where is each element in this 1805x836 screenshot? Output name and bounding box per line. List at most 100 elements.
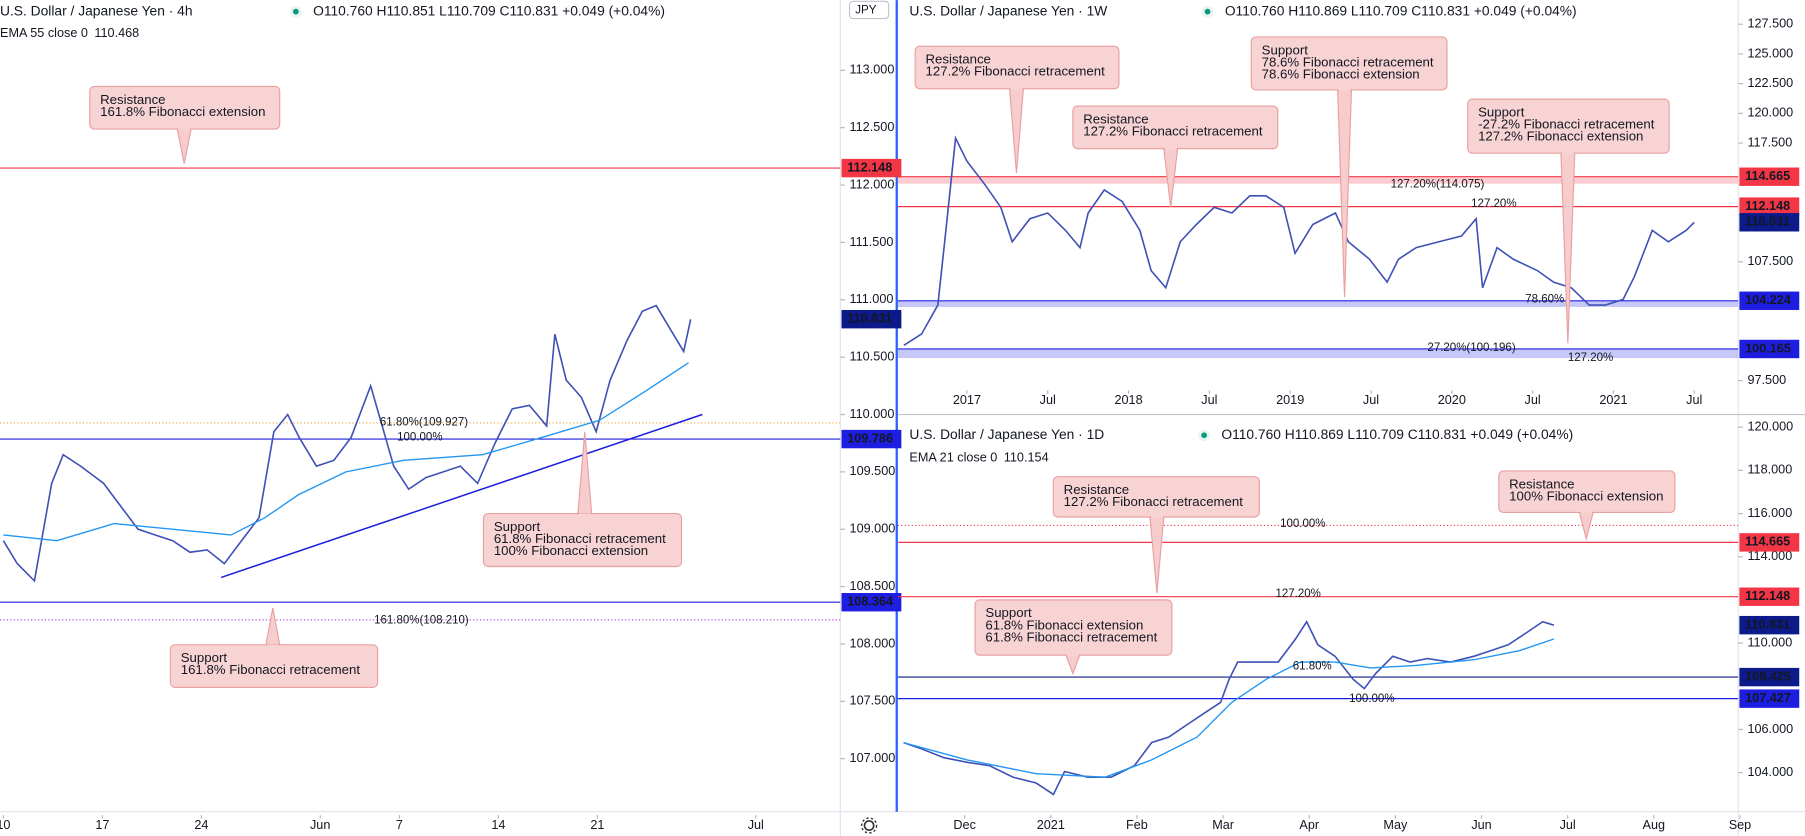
fib-label: 27.20%(100.196) <box>1427 342 1515 354</box>
x-tick-label: Jul <box>1201 393 1217 407</box>
chart-title: U.S. Dollar / Japanese Yen · 1D <box>909 426 1104 442</box>
price-badge-label: 112.148 <box>1745 199 1790 213</box>
x-tick-label: Dec <box>953 818 976 832</box>
level-band <box>897 300 1739 307</box>
y-tick-label: 107.500 <box>1747 254 1793 268</box>
y-tick-label: 109.500 <box>850 464 896 478</box>
fib-label: 61.80% <box>1293 661 1332 673</box>
y-tick-label: 106.000 <box>1747 722 1793 736</box>
plot-area <box>897 524 1739 796</box>
x-tick-label: Jun <box>310 818 330 832</box>
fib-label: 127.20% <box>1275 588 1320 600</box>
status-dot-core <box>292 8 299 15</box>
x-tick-label: Jul <box>1040 393 1056 407</box>
x-tick-label: Jun <box>1471 818 1491 832</box>
chart-title: U.S. Dollar / Japanese Yen · 4h <box>0 2 193 18</box>
price-badge-label: 110.831 <box>1745 215 1790 229</box>
ohlc: O110.760 H110.869 L110.709 C110.831 +0.0… <box>1225 2 1577 18</box>
y-tick-label: 107.000 <box>850 751 896 765</box>
callout-text: 100% Fibonacci extension <box>1509 488 1663 503</box>
x-tick-label: Feb <box>1126 818 1148 832</box>
price-badge <box>841 309 902 329</box>
callout-seam <box>579 513 591 517</box>
price-badge-label: 114.665 <box>1745 169 1790 183</box>
callout-text: 100% Fibonacci extension <box>494 543 648 558</box>
x-tick-label: Jul <box>1363 393 1379 407</box>
y-tick-label: 118.000 <box>1747 463 1792 477</box>
callout-text: Resistance <box>1083 111 1148 126</box>
x-tick-label: 24 <box>194 818 208 832</box>
price-badge <box>1739 615 1800 635</box>
x-tick-label: 14 <box>491 818 505 832</box>
chart-title: U.S. Dollar / Japanese Yen · 1W <box>909 2 1107 18</box>
y-tick-label: 108.500 <box>850 579 896 593</box>
callout-text: Support <box>1478 104 1525 119</box>
callout-text: 127.2% Fibonacci retracement <box>926 64 1106 79</box>
indicator-value: 110.468 <box>94 26 139 40</box>
callout-text: 61.8% Fibonacci retracement <box>494 531 666 546</box>
currency-label[interactable]: JPY <box>855 5 876 17</box>
callout-seam <box>1338 87 1351 92</box>
currency-button[interactable]: JPY <box>848 0 890 20</box>
callout-seam <box>1580 510 1593 514</box>
settings-icon[interactable] <box>860 817 878 834</box>
gear-teeth[interactable] <box>860 817 878 834</box>
y-tick-label: 120.000 <box>1747 106 1793 120</box>
x-tick-label: Jul <box>1686 393 1702 407</box>
price-badge-label: 109.786 <box>847 431 893 445</box>
callout-text: 161.8% Fibonacci retracement <box>181 662 361 677</box>
callout-seam <box>1067 652 1079 657</box>
status-dot-core <box>1201 432 1207 439</box>
callout-text: Resistance <box>100 92 165 107</box>
x-tick-label: 2020 <box>1438 393 1466 407</box>
price-badge-label: 112.148 <box>847 160 892 174</box>
price-badge <box>1739 291 1800 310</box>
trendline <box>220 413 703 579</box>
price-badge <box>841 429 902 449</box>
callout-text: Support <box>1262 42 1309 57</box>
ema-line <box>903 638 1555 778</box>
callout-text: 127.2% Fibonacci retracement <box>1064 494 1244 509</box>
callout-text: 127.2% Fibonacci extension <box>1478 129 1643 144</box>
x-tick-label: Mar <box>1212 818 1234 832</box>
indicator-name: EMA 55 close 0 <box>0 26 88 40</box>
y-tick-label: 114.000 <box>1747 549 1792 563</box>
y-tick-label: 104.000 <box>1747 765 1793 779</box>
y-tick-label: 127.500 <box>1747 17 1793 31</box>
y-tick-label: 97.500 <box>1747 373 1786 387</box>
callout-seam <box>1151 514 1163 519</box>
x-tick-label: Jul <box>1560 818 1576 832</box>
y-tick-label: 116.000 <box>1747 506 1792 520</box>
gear[interactable] <box>863 820 875 831</box>
y-tick-label: 120.000 <box>1747 420 1793 434</box>
status-dot-core <box>1204 8 1211 15</box>
callout-text: 161.8% Fibonacci extension <box>100 104 265 119</box>
fib-label: 127.20%(114.075) <box>1391 178 1485 190</box>
y-tick-label: 125.000 <box>1747 46 1793 60</box>
x-tick-label: Sep <box>1729 818 1752 832</box>
callout-text: Resistance <box>1064 482 1129 497</box>
callout-text: Support <box>494 519 541 534</box>
x-tick-label: 2021 <box>1037 818 1065 832</box>
x-tick-label: Jul <box>1525 393 1541 407</box>
price-badge-label: 114.665 <box>1745 535 1790 549</box>
level-band <box>897 348 1739 359</box>
indicator-name: EMA 21 close 0 <box>909 451 997 465</box>
fib-label: 161.80%(108.210) <box>374 615 469 627</box>
indicator-value: 110.154 <box>1004 451 1049 465</box>
callout-text: Support <box>985 605 1032 620</box>
y-tick-label: 113.000 <box>850 63 895 77</box>
price-badge <box>1739 587 1800 606</box>
plot-area <box>0 167 841 621</box>
fib-label: 127.20% <box>1568 352 1613 364</box>
fib-label: 100.00% <box>397 432 442 444</box>
x-tick-label: 21 <box>590 818 604 832</box>
y-tick-label: 111.500 <box>850 235 894 249</box>
price-badge <box>841 592 902 612</box>
fib-label: 78.60% <box>1525 293 1564 305</box>
y-tick-label: 111.000 <box>850 292 894 306</box>
callout-text: 61.8% Fibonacci extension <box>985 617 1143 632</box>
currency-button-frame[interactable] <box>848 0 890 20</box>
